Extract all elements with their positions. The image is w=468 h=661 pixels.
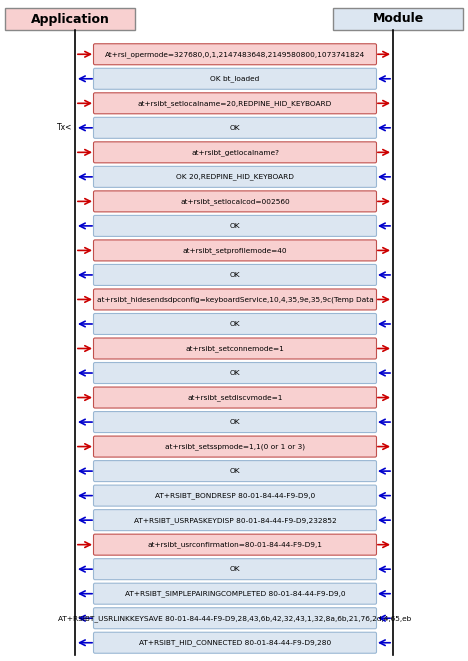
FancyBboxPatch shape [94, 461, 376, 482]
FancyBboxPatch shape [94, 93, 376, 114]
Text: AT+RSIBT_HID_CONNECTED 80-01-84-44-F9-D9,280: AT+RSIBT_HID_CONNECTED 80-01-84-44-F9-D9… [139, 639, 331, 646]
Text: AT+RSIBT_USRLINKKEYSAVE 80-01-84-44-F9-D9,28,43,6b,42,32,43,1,32,8a,6b,21,76,2d,: AT+RSIBT_USRLINKKEYSAVE 80-01-84-44-F9-D… [58, 615, 412, 621]
FancyBboxPatch shape [94, 117, 376, 138]
FancyBboxPatch shape [94, 313, 376, 334]
Text: Tx<: Tx< [57, 124, 72, 132]
FancyBboxPatch shape [94, 436, 376, 457]
FancyBboxPatch shape [94, 68, 376, 89]
FancyBboxPatch shape [94, 632, 376, 653]
FancyBboxPatch shape [94, 338, 376, 359]
Text: at+rsibt_usrconfirmation=80-01-84-44-F9-D9,1: at+rsibt_usrconfirmation=80-01-84-44-F9-… [147, 541, 322, 548]
Text: AT+RSIBT_USRPASKEYDISP 80-01-84-44-F9-D9,232852: AT+RSIBT_USRPASKEYDISP 80-01-84-44-F9-D9… [134, 517, 336, 524]
FancyBboxPatch shape [94, 191, 376, 212]
Text: Module: Module [373, 13, 424, 26]
Text: at+rsibt_setsspmode=1,1(0 or 1 or 3): at+rsibt_setsspmode=1,1(0 or 1 or 3) [165, 444, 305, 450]
Text: OK: OK [230, 321, 240, 327]
Text: AT+RSIBT_SIMPLEPAIRINGCOMPLETED 80-01-84-44-F9-D9,0: AT+RSIBT_SIMPLEPAIRINGCOMPLETED 80-01-84… [124, 590, 345, 597]
FancyBboxPatch shape [94, 44, 376, 65]
Text: OK: OK [230, 272, 240, 278]
FancyBboxPatch shape [94, 607, 376, 629]
Text: OK: OK [230, 419, 240, 425]
Text: OK: OK [230, 125, 240, 131]
Text: at+rsibt_setconnemode=1: at+rsibt_setconnemode=1 [186, 345, 285, 352]
Text: OK 20,REDPINE_HID_KEYBOARD: OK 20,REDPINE_HID_KEYBOARD [176, 173, 294, 180]
FancyBboxPatch shape [94, 510, 376, 531]
FancyBboxPatch shape [94, 264, 376, 286]
FancyBboxPatch shape [94, 534, 376, 555]
Text: OK: OK [230, 370, 240, 376]
Text: at+rsibt_setdiscvmode=1: at+rsibt_setdiscvmode=1 [187, 394, 283, 401]
FancyBboxPatch shape [94, 215, 376, 237]
FancyBboxPatch shape [94, 485, 376, 506]
FancyBboxPatch shape [94, 583, 376, 604]
Text: at+rsibt_getlocalname?: at+rsibt_getlocalname? [191, 149, 279, 156]
Text: at+rsibt_setprofilemode=40: at+rsibt_setprofilemode=40 [183, 247, 287, 254]
FancyBboxPatch shape [94, 559, 376, 580]
FancyBboxPatch shape [94, 142, 376, 163]
FancyBboxPatch shape [333, 8, 463, 30]
FancyBboxPatch shape [94, 289, 376, 310]
Text: OK bt_loaded: OK bt_loaded [211, 75, 260, 82]
Text: OK: OK [230, 566, 240, 572]
Text: at+rsibt_setlocalcod=002560: at+rsibt_setlocalcod=002560 [180, 198, 290, 205]
Text: OK: OK [230, 468, 240, 474]
FancyBboxPatch shape [94, 387, 376, 408]
FancyBboxPatch shape [94, 167, 376, 187]
FancyBboxPatch shape [94, 240, 376, 261]
Text: at+rsibt_setlocalname=20,REDPINE_HID_KEYBOARD: at+rsibt_setlocalname=20,REDPINE_HID_KEY… [138, 100, 332, 106]
Text: at+rsibt_hidesendsdpconfig=keyboardService,10,4,35,9e,35,9c(Temp Data: at+rsibt_hidesendsdpconfig=keyboardServi… [96, 296, 373, 303]
FancyBboxPatch shape [94, 412, 376, 432]
Text: At+rsi_opermode=327680,0,1,2147483648,2149580800,1073741824: At+rsi_opermode=327680,0,1,2147483648,21… [105, 51, 365, 58]
Text: AT+RSIBT_BONDRESP 80-01-84-44-F9-D9,0: AT+RSIBT_BONDRESP 80-01-84-44-F9-D9,0 [155, 492, 315, 499]
FancyBboxPatch shape [94, 362, 376, 383]
Text: Application: Application [30, 13, 110, 26]
Text: OK: OK [230, 223, 240, 229]
FancyBboxPatch shape [5, 8, 135, 30]
